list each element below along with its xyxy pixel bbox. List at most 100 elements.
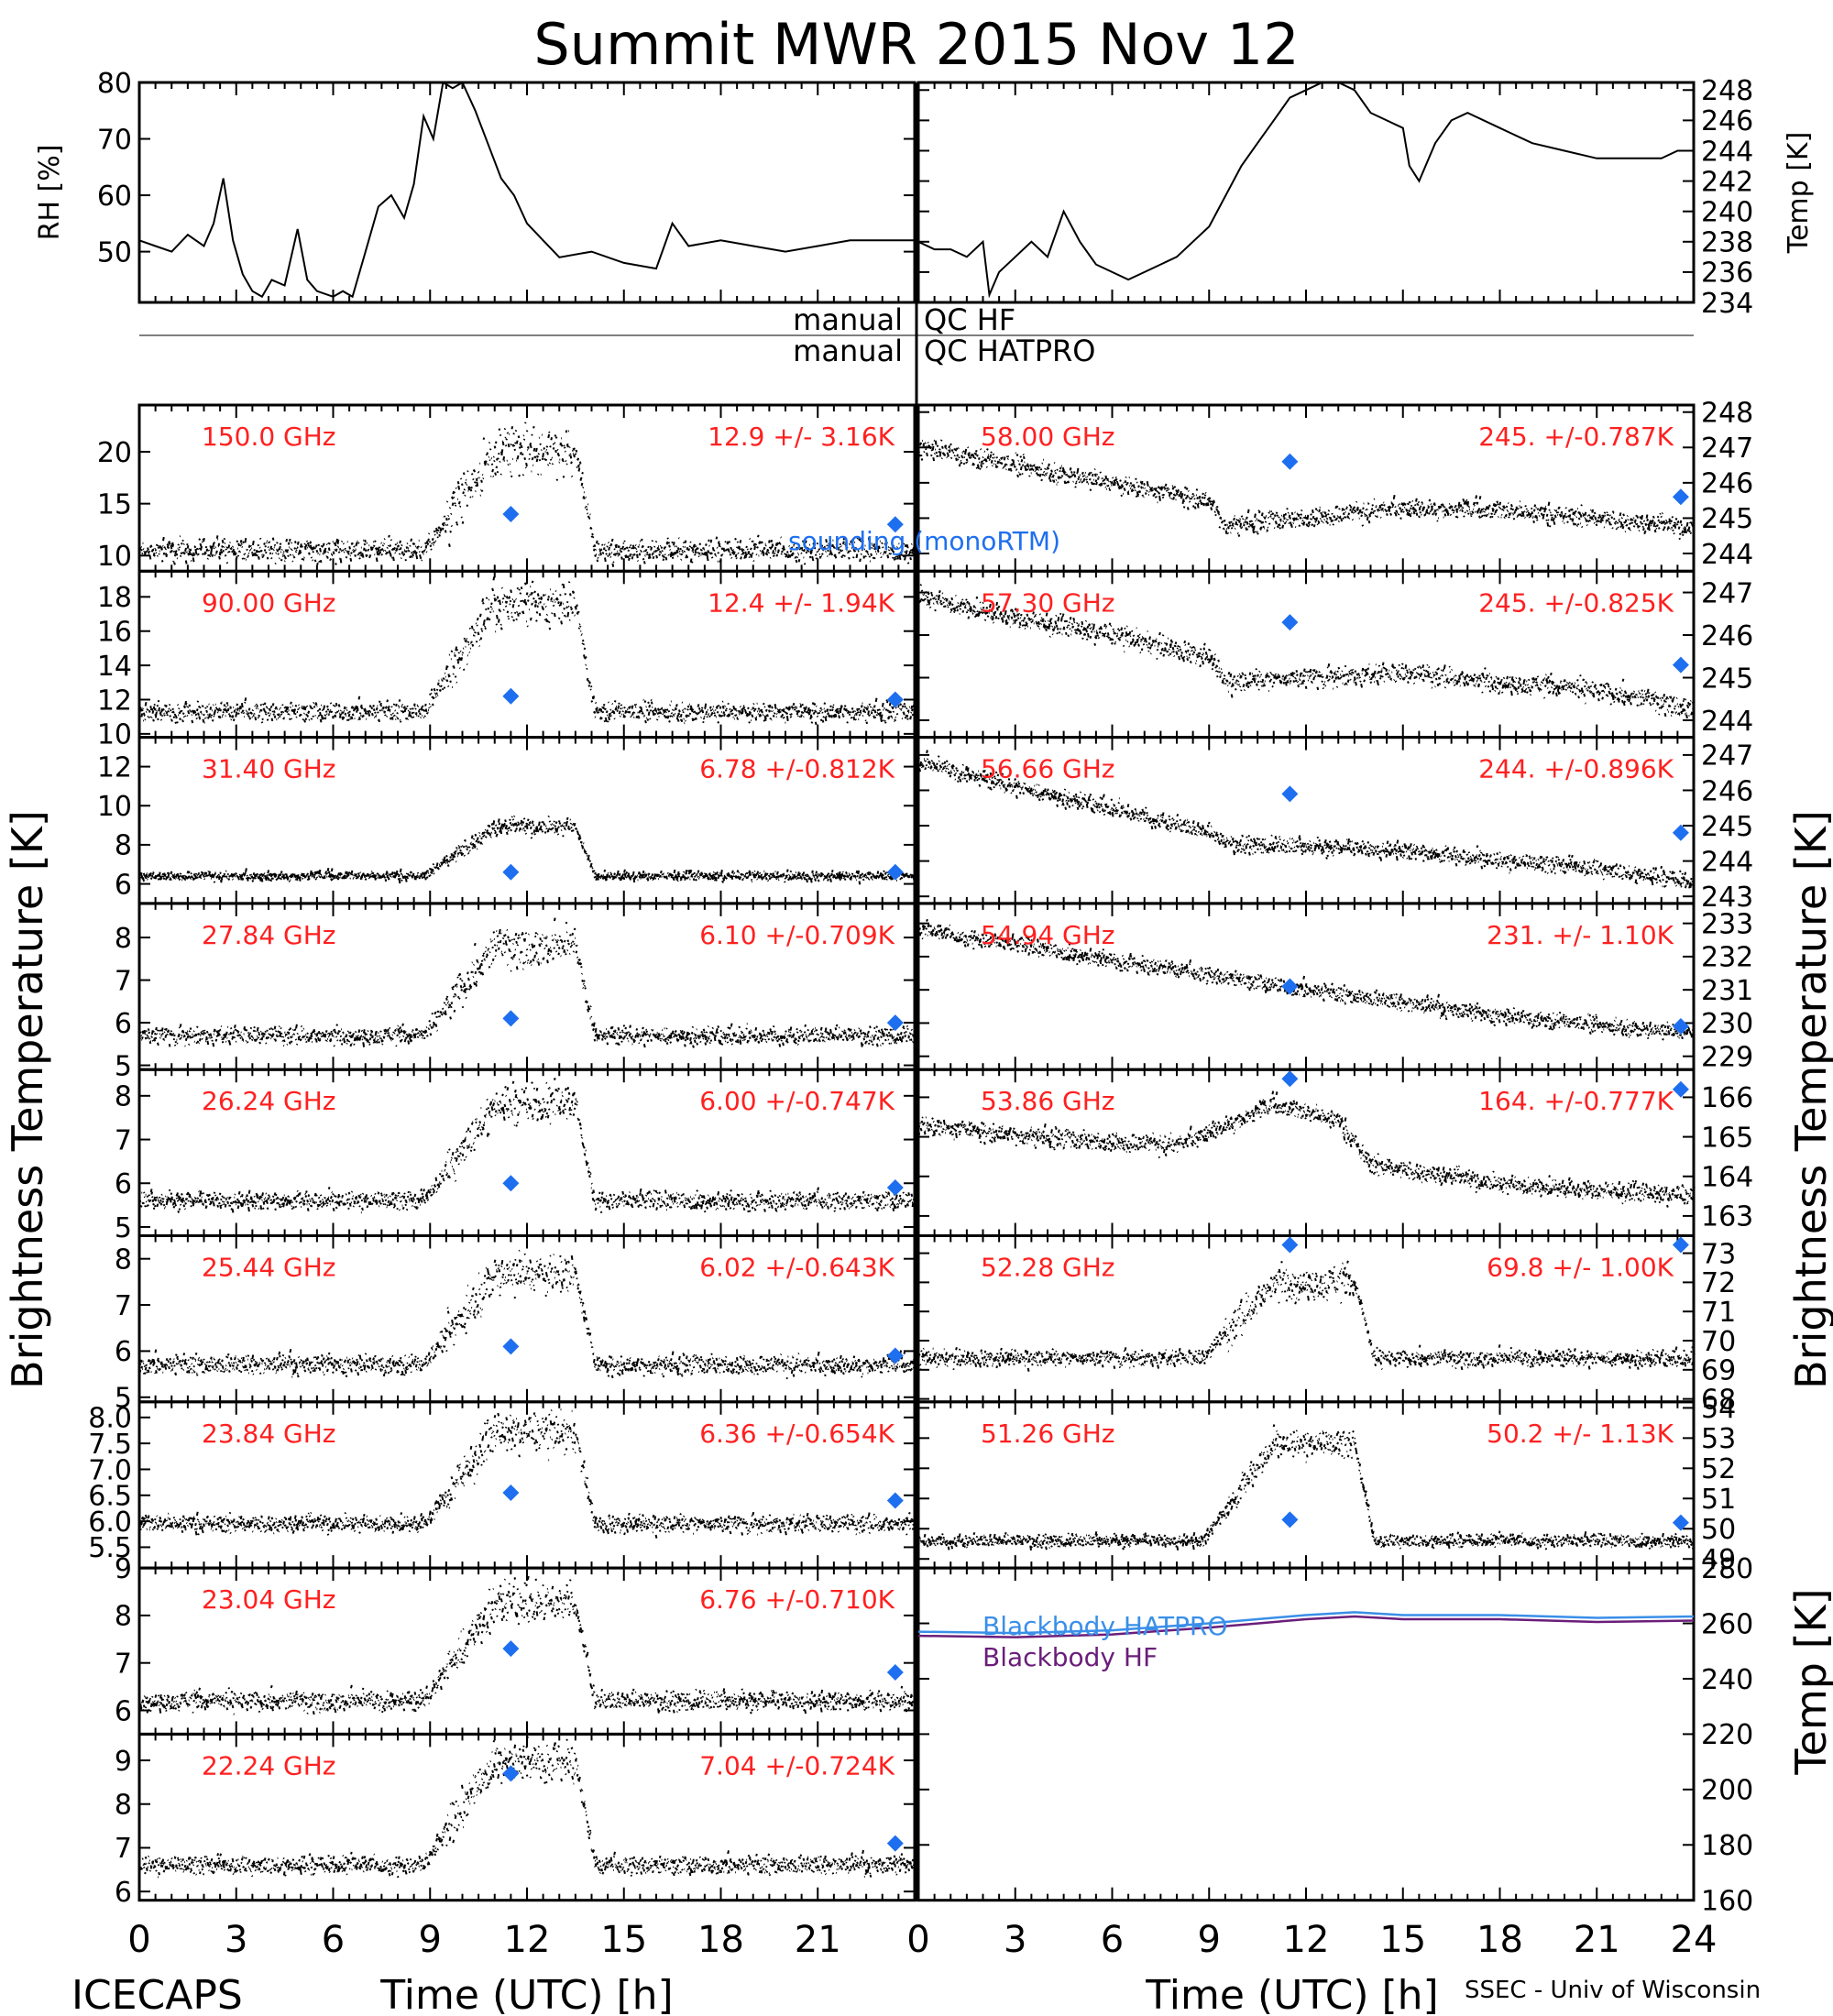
xtick-label-right: 3 <box>1004 1919 1026 1961</box>
xtick-label-left: 6 <box>322 1919 345 1961</box>
tb-panel-right-0-ytick-label: 244 <box>1701 539 1753 571</box>
tb-panel-left-3-ytick-label: 6 <box>115 1008 132 1040</box>
tb-panel-right-0-ytick-label: 248 <box>1701 398 1753 430</box>
tb-panel-right-0-freq-label: 58.00 GHz <box>981 422 1115 452</box>
tb-panel-right-3-ytick-label: 231 <box>1701 975 1753 1007</box>
xtick-label-right: 9 <box>1198 1919 1221 1961</box>
tb-panel-right-3-ytick-label: 229 <box>1701 1041 1753 1073</box>
tb-panel-left-3-freq-label: 27.84 GHz <box>202 920 336 950</box>
tb-panel-right-4-ytick-label: 163 <box>1701 1201 1753 1233</box>
tb-panel-right-6-ytick-label: 53 <box>1701 1423 1736 1455</box>
tb-panel-right-6-ytick-label: 52 <box>1701 1453 1736 1485</box>
tb-panel-left-8-ytick-label: 6 <box>115 1877 132 1909</box>
tb-panel-right-4-ytick-label: 164 <box>1701 1162 1753 1194</box>
tb-panel-right-5-ytick-label: 69 <box>1701 1355 1736 1387</box>
temp-ytick-label: 236 <box>1701 257 1753 290</box>
tb-panel-right-4-freq-label: 53.86 GHz <box>981 1086 1115 1116</box>
tb-panel-left-3-sounding-marker <box>887 1014 904 1031</box>
qc-hatpro-manual-label: manual <box>793 334 903 368</box>
tb-panel-left-4-sounding-marker <box>502 1175 519 1191</box>
tb-panel-left-8-sounding-marker <box>887 1835 904 1852</box>
tb-panel-right-4-ytick-label: 166 <box>1701 1082 1753 1114</box>
tb-panel-left-1-ytick-label: 10 <box>97 719 132 751</box>
tb-panel-left-0-freq-label: 150.0 GHz <box>202 422 336 452</box>
xtick-label-right: 21 <box>1574 1919 1620 1961</box>
tb-panel-right-2-stats-label: 244. +/-0.896K <box>1478 754 1674 784</box>
tb-panel-left-2-ytick-label: 12 <box>97 751 132 783</box>
tb-panel-right-3-ytick-label: 230 <box>1701 1008 1753 1040</box>
tb-panel-left-4-stats-label: 6.00 +/-0.747K <box>699 1086 895 1116</box>
tb-panel-left-8-stats-label: 7.04 +/-0.724K <box>699 1750 895 1780</box>
tb-panel-right-2-ytick-label: 244 <box>1701 846 1753 878</box>
tb-panel-right-6-freq-label: 51.26 GHz <box>981 1419 1115 1449</box>
rh-ytick-label: 70 <box>97 124 132 156</box>
xtick-label-right: 18 <box>1476 1919 1523 1961</box>
tb-panel-left-1-stats-label: 12.4 +/- 1.94K <box>708 587 895 618</box>
qc-hf-label: QC HF <box>924 302 1015 337</box>
tb-panel-right-6-ytick-label: 50 <box>1701 1514 1736 1546</box>
tb-panel-left-6-freq-label: 23.84 GHz <box>202 1419 336 1449</box>
tb-panel-right-2-sounding-marker <box>1673 825 1689 841</box>
tb-panel-left-8-freq-label: 22.24 GHz <box>202 1750 336 1780</box>
tb-panel-right-6-ytick-label: 51 <box>1701 1484 1736 1516</box>
tb-panel-left-6-sounding-marker <box>887 1492 904 1508</box>
tb-panel-left-7-ytick-label: 8 <box>115 1601 132 1633</box>
tb-panel-left-2-stats-label: 6.78 +/-0.812K <box>699 754 895 784</box>
qc-hf-manual-label: manual <box>793 302 903 337</box>
tb-panel-left-3-ytick-label: 7 <box>115 965 132 997</box>
tb-panel-right-0-sounding-marker <box>1673 488 1689 505</box>
tb-panel-right-6-sounding-marker <box>1281 1511 1298 1528</box>
rh-axis-label: RH [%] <box>34 145 66 241</box>
tb-panel-left-8-ytick-label: 8 <box>115 1790 132 1822</box>
temp-ytick-label: 240 <box>1701 196 1753 228</box>
tb-panel-right-1-ytick-label: 244 <box>1701 706 1753 738</box>
xtick-label-left: 0 <box>127 1919 150 1961</box>
figure-title: Summit MWR 2015 Nov 12 <box>533 11 1299 78</box>
xtick-label-right: 24 <box>1671 1919 1718 1961</box>
footer-left: ICECAPS <box>71 1972 243 2016</box>
tb-panel-right-2-ytick-label: 246 <box>1701 775 1753 807</box>
tb-panel-right-0-ytick-label: 246 <box>1701 468 1753 500</box>
blackbody-ytick-label: 280 <box>1701 1553 1753 1585</box>
xtick-label-left: 15 <box>600 1919 647 1961</box>
tb-panel-left-1-freq-label: 90.00 GHz <box>202 587 336 618</box>
tb-panel-left-3-sounding-marker <box>502 1010 519 1026</box>
tb-panel-left-5-stats-label: 6.02 +/-0.643K <box>699 1253 895 1283</box>
blackbody-hatpro-label: Blackbody HATPRO <box>982 1611 1227 1641</box>
tb-panel-right-1-stats-label: 245. +/-0.825K <box>1478 587 1674 618</box>
tb-panel-left-5-ytick-label: 8 <box>115 1244 132 1276</box>
tb-panel-left-2-freq-label: 31.40 GHz <box>202 754 336 784</box>
rh-ytick-label: 80 <box>97 68 132 100</box>
tb-panel-left-0-stats-label: 12.9 +/- 3.16K <box>708 422 895 452</box>
tb-panel-left-7-freq-label: 23.04 GHz <box>202 1584 336 1615</box>
panels: 50607080234236238240242244246248RH [%] Te… <box>3 68 1833 2016</box>
tb-panel-left-2-ytick-label: 10 <box>97 791 132 823</box>
tb-panel-right-1-freq-label: 57.30 GHz <box>981 587 1115 618</box>
tb-panel-left-1-sounding-marker <box>502 688 519 705</box>
tb-panel-right-1-ytick-label: 247 <box>1701 577 1753 609</box>
tb-panel-right-4-sounding-marker <box>1673 1081 1689 1098</box>
tb-panel-right-5-freq-label: 52.28 GHz <box>981 1253 1115 1283</box>
tb-panel-right-5-stats-label: 69.8 +/- 1.00K <box>1487 1253 1674 1283</box>
tb-panel-left-2-sounding-marker <box>502 864 519 881</box>
tb-panel-right-1-sounding-marker <box>1281 614 1298 630</box>
tb-panel-left-4-ytick-label: 7 <box>115 1124 132 1156</box>
tb-panel-left-8-ytick-label: 7 <box>115 1833 132 1865</box>
tb-panel-left-8-sounding-marker <box>502 1765 519 1781</box>
xtick-label-right: 0 <box>906 1919 929 1961</box>
tb-panel-left-4-ytick-label: 5 <box>115 1212 132 1244</box>
temp-ytick-label: 248 <box>1701 75 1753 107</box>
temp-ytick-label: 244 <box>1701 136 1753 168</box>
xtick-label-left: 9 <box>419 1919 442 1961</box>
temp-ytick-label: 242 <box>1701 166 1753 198</box>
qc-hatpro-label: QC HATPRO <box>924 334 1095 368</box>
temp-axis-label: Temp [K] <box>1783 132 1815 255</box>
rh-ytick-label: 50 <box>97 236 132 268</box>
blackbody-ytick-label: 240 <box>1701 1664 1753 1696</box>
tb-panel-left-7-ytick-label: 6 <box>115 1695 132 1727</box>
tb-panel-left-8-ytick-label: 9 <box>115 1746 132 1778</box>
tb-panel-left-2-data <box>139 816 916 884</box>
tb-panel-left-7-sounding-marker <box>887 1664 904 1681</box>
tb-panel-left-2-ytick-label: 6 <box>115 869 132 901</box>
blackbody-hf-label: Blackbody HF <box>982 1642 1158 1672</box>
